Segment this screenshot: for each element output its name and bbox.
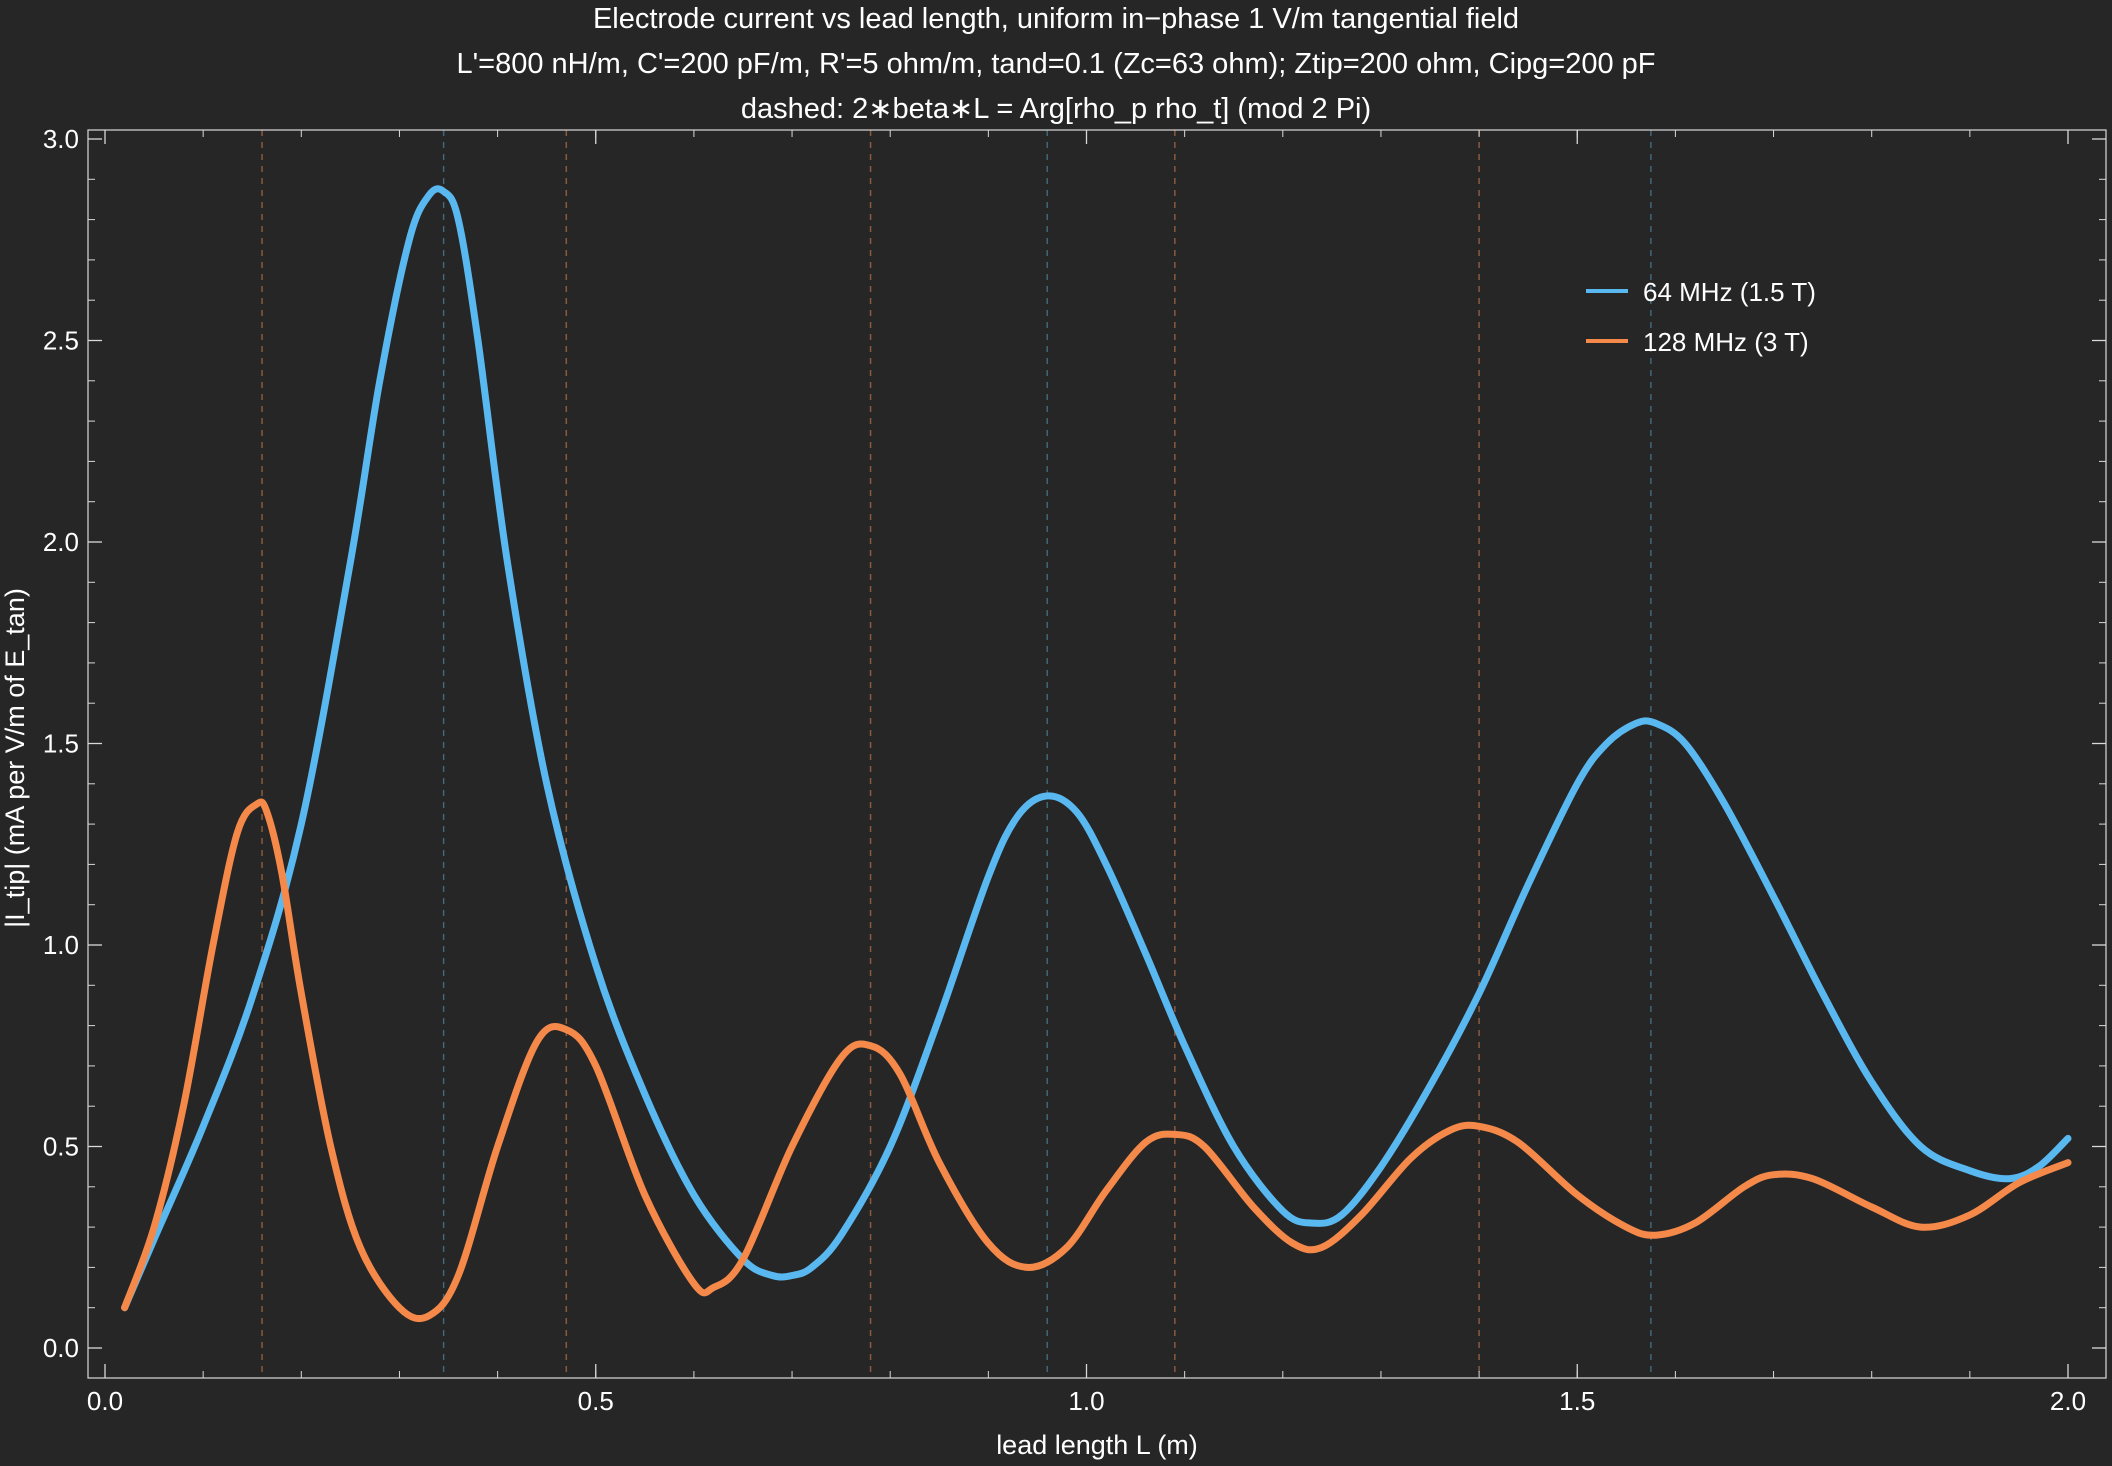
chart-title-line-3: dashed: 2∗beta∗L = Arg[rho_p rho_t] (mod… [741,93,1371,125]
series-line-128mhz [121,798,2072,1323]
y-tick-label: 0.0 [43,1333,79,1363]
x-tick-label: 1.5 [1559,1386,1595,1416]
series-line-64mhz [121,185,2072,1312]
y-tick-label: 1.0 [43,930,79,960]
x-tick-label: 2.0 [2050,1386,2086,1416]
series-lines [121,185,2072,1323]
legend: 64 MHz (1.5 T) 128 MHz (3 T) [1586,277,1816,357]
y-tick-label: 2.5 [43,326,79,356]
chart-title-line-1: Electrode current vs lead length, unifor… [593,3,1519,35]
chart-title-line-2: L'=800 nH/m, C'=200 pF/m, R'=5 ohm/m, ta… [457,48,1656,80]
axes: 0.0 0.5 1.0 1.5 2.0 0.0 0.5 1.0 1.5 2.0 2.5 3.0 [43,124,2106,1416]
y-tick-label: 3.0 [43,124,79,154]
y-axis-label: |I_tip| (mA per V/m of E_tan) [0,588,30,928]
legend-label-128mhz: 128 MHz (3 T) [1643,327,1809,357]
x-tick-label: 0.5 [578,1386,614,1416]
legend-label-64mhz: 64 MHz (1.5 T) [1643,277,1816,307]
y-tick-label: 0.5 [43,1132,79,1162]
resonance-dashed-lines [261,130,1652,1378]
plot-frame [87,129,2107,1379]
x-tick-label: 1.0 [1068,1386,1104,1416]
x-axis-label: lead length L (m) [996,1430,1198,1460]
y-tick-label: 2.0 [43,527,79,557]
y-tick-label: 1.5 [43,729,79,759]
x-tick-label: 0.0 [87,1386,123,1416]
